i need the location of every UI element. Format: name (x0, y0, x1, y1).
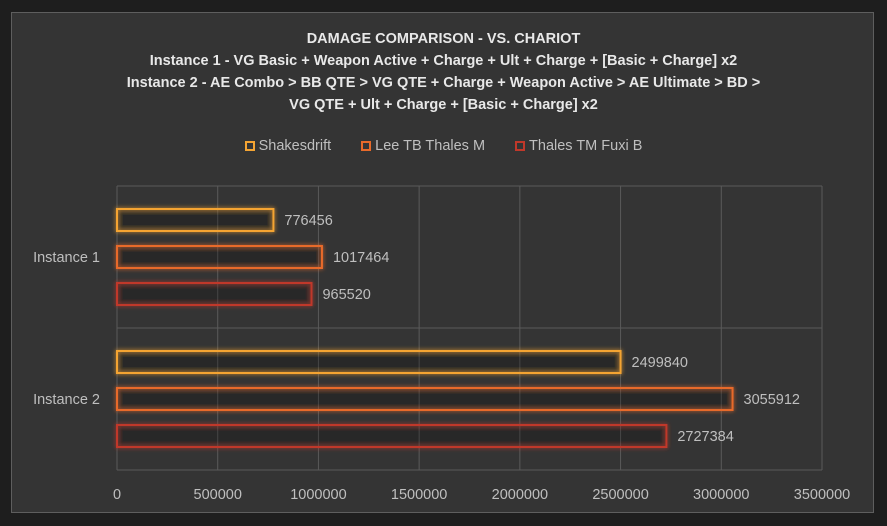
category-label: Instance 2 (33, 392, 100, 408)
data-label: 965520 (322, 287, 370, 303)
legend-swatch-shakesdrift (244, 141, 255, 151)
bar[interactable] (116, 387, 734, 411)
x-tick-label: 1000000 (290, 487, 346, 503)
legend-label: Shakesdrift (258, 138, 332, 154)
category-label: Instance 1 (33, 250, 100, 266)
x-tick-label: 0 (113, 487, 121, 503)
bar[interactable] (116, 245, 323, 269)
data-label: 2727384 (677, 429, 733, 445)
data-label: 2499840 (632, 355, 688, 371)
bar[interactable] (116, 350, 622, 374)
legend-item-shakesdrift[interactable]: Shakesdrift (244, 138, 332, 154)
x-tick-label: 3000000 (693, 487, 749, 503)
x-tick-label: 1500000 (391, 487, 447, 503)
bars (116, 208, 734, 448)
legend: Shakesdrift Lee TB Thales M Thales TM Fu… (0, 138, 887, 154)
data-label: 1017464 (333, 250, 389, 266)
legend-item-lee-tb-thales-m[interactable]: Lee TB Thales M (361, 138, 485, 154)
x-tick-label: 2000000 (492, 487, 548, 503)
chart-subtitle-line-1: Instance 1 - VG Basic + Weapon Active + … (149, 53, 738, 69)
x-tick-label: 2500000 (592, 487, 648, 503)
bar[interactable] (116, 424, 668, 448)
chart-subtitle-line-2: Instance 2 - AE Combo > BB QTE > VG QTE … (126, 75, 761, 91)
legend-label: Lee TB Thales M (375, 138, 486, 154)
data-label: 776456 (284, 213, 332, 229)
bar[interactable] (116, 282, 313, 306)
legend-item-thales-tm-fuxi-b[interactable]: Thales TM Fuxi B (515, 138, 642, 154)
chart-title: DAMAGE COMPARISON - VS. CHARIOT (306, 31, 581, 47)
x-tick-label: 500000 (194, 487, 242, 503)
x-tick-label: 3500000 (794, 487, 850, 503)
gridlines (116, 185, 823, 471)
chart-subtitle-line-3: VG QTE + Ult + Charge + [Basic + Charge]… (289, 97, 598, 113)
legend-swatch-thales-tm-fuxi-b (515, 141, 526, 151)
legend-label: Thales TM Fuxi B (529, 138, 643, 154)
bar[interactable] (116, 208, 275, 232)
data-label: 3055912 (744, 392, 800, 408)
labels: 0 500000 1000000 1500000 2000000 2500000 30000… (33, 213, 850, 503)
legend-swatch-lee-tb-thales-m (361, 141, 372, 151)
